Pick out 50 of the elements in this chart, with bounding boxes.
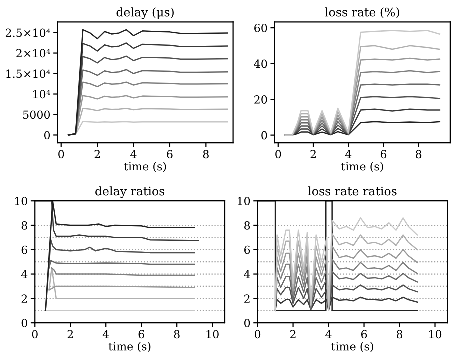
x-tick-label: 10 xyxy=(430,330,442,339)
x-tick-label: 8 xyxy=(396,330,403,339)
x-tick-label: 0 xyxy=(276,150,282,159)
y-tick-label: 0 xyxy=(262,131,268,140)
x-tick-label: 4 xyxy=(130,150,137,158)
y-tick-label: 60 xyxy=(254,24,268,32)
chart-title: loss rate ratios xyxy=(308,186,397,196)
y-tick-label: 2 xyxy=(22,294,28,303)
y-tick-label: 6 xyxy=(244,246,250,254)
x-tick-label: 4 xyxy=(326,330,332,338)
y-tick-label: 0 xyxy=(22,319,28,328)
x-tick-label: 6 xyxy=(380,150,387,159)
x-axis-title: time (s) xyxy=(124,162,166,172)
x-tick-label: 4 xyxy=(345,150,352,158)
x-tick-label: 8 xyxy=(203,150,209,159)
x-tick-label: 2 xyxy=(68,330,74,338)
x-tick-label: 8 xyxy=(174,330,180,339)
y-tick-label: 2×10⁴ xyxy=(16,49,50,58)
y-tick-label: 20 xyxy=(254,96,268,104)
y-tick-label: 10 xyxy=(15,197,28,206)
x-tick-label: 4 xyxy=(102,330,110,338)
x-tick-label: 6 xyxy=(138,330,144,339)
x-tick-label: 0 xyxy=(58,150,64,159)
x-axis-title: time (s) xyxy=(108,342,151,352)
y-tick-label: 5000 xyxy=(23,110,50,120)
y-tick-label: 6 xyxy=(22,246,28,254)
y-tick-label: 8 xyxy=(244,221,250,230)
y-tick-label: 10 xyxy=(238,197,250,206)
x-tick-label: 6 xyxy=(167,150,173,159)
y-tick-label: 2 xyxy=(244,294,250,303)
chart-title: loss rate (%) xyxy=(325,8,400,18)
chart-title: delay ratios xyxy=(96,186,165,198)
y-tick-label: 0 xyxy=(244,319,250,328)
chart-title: delay (μs) xyxy=(116,8,174,20)
x-tick-label: 2 xyxy=(310,150,316,158)
y-tick-label: 4 xyxy=(21,270,28,279)
x-tick-label: 8 xyxy=(416,150,422,159)
y-tick-label: 2.5×10⁴ xyxy=(6,28,50,38)
x-tick-label: 10 xyxy=(206,330,219,339)
y-tick-label: 10⁴ xyxy=(34,90,50,99)
y-tick-label: 8 xyxy=(22,221,28,230)
y-tick-label: 40 xyxy=(254,60,268,68)
x-tick-label: 2 xyxy=(94,150,100,158)
y-tick-label: 1.5×10⁴ xyxy=(6,70,50,78)
x-axis-title: time (s) xyxy=(332,342,374,352)
x-tick-label: 2 xyxy=(290,330,296,338)
x-axis-title: time (s) xyxy=(341,162,384,172)
x-tick-label: 6 xyxy=(361,330,368,339)
y-tick-label: 0 xyxy=(44,131,50,140)
y-tick-label: 4 xyxy=(244,270,250,279)
